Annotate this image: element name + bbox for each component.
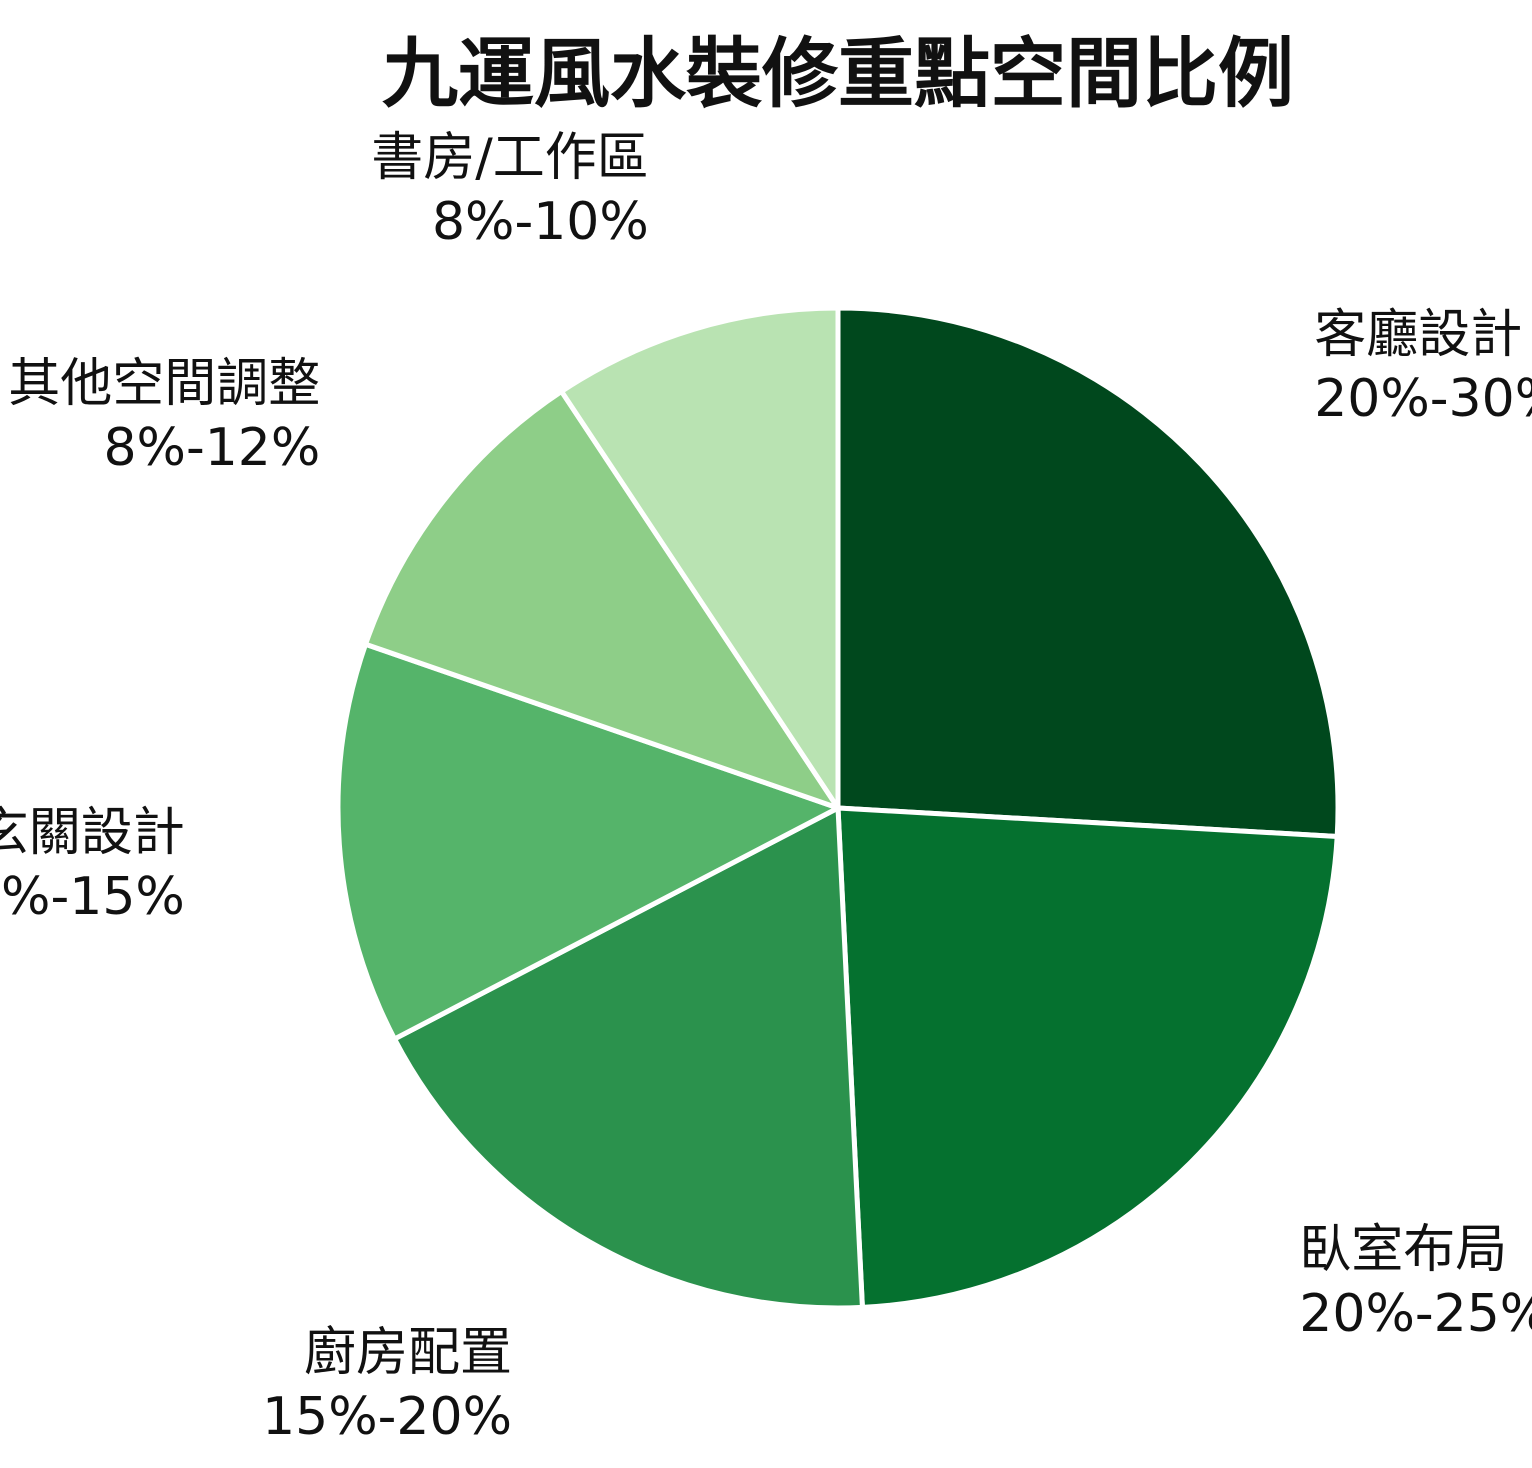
chart-title: 九運風水裝修重點空間比例: [382, 29, 1294, 118]
pie-slice-1: [835, 805, 1340, 1310]
slice-label-name-0: 客廳設計: [1314, 305, 1522, 365]
slice-label-name-5: 書房/工作區: [371, 128, 649, 188]
pie-slice-4: [363, 388, 841, 811]
slice-label-range-3: 10%-15%: [0, 867, 185, 927]
pie-slice-0: [835, 305, 1341, 839]
slice-label-name-1: 臥室布局: [1299, 1220, 1507, 1280]
slice-label-name-3: 玄關設計: [0, 803, 185, 863]
slice-label-range-5: 8%-10%: [432, 192, 649, 252]
pie-slice-2: [392, 805, 865, 1311]
slice-label-name-2: 廚房配置: [304, 1323, 512, 1383]
pie-slices: [335, 305, 1341, 1311]
pie-slice-3: [335, 641, 841, 1042]
pie-slice-5: [558, 305, 841, 811]
slice-label-name-4: 其他空間調整: [8, 354, 320, 414]
slice-label-range-4: 8%-12%: [103, 418, 320, 478]
slice-label-range-1: 20%-25%: [1299, 1284, 1532, 1344]
slice-label-range-2: 15%-20%: [262, 1387, 512, 1447]
slice-label-range-0: 20%-30%: [1314, 369, 1532, 429]
